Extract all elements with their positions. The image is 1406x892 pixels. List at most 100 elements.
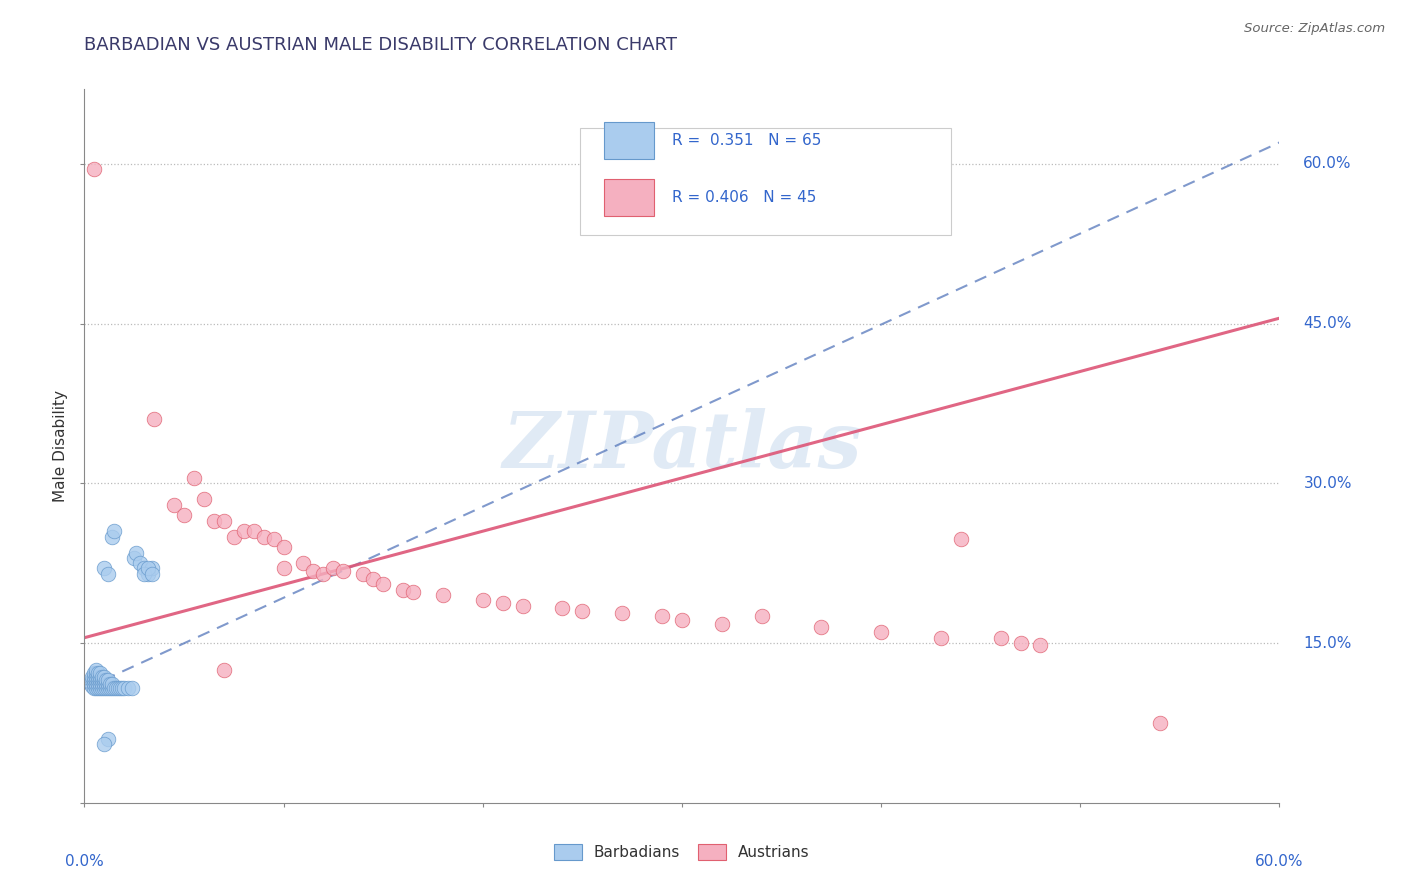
Point [129,556,152,570]
Point [89,665,111,680]
Text: R =  0.351   N = 65: R = 0.351 N = 65 [672,133,821,148]
Point [232,524,254,539]
Point [97,731,120,746]
Point [141,561,163,575]
Text: ZIPatlas: ZIPatlas [502,408,862,484]
Text: R = 0.406   N = 45: R = 0.406 N = 45 [672,190,817,205]
Point [86,676,108,690]
Text: BARBADIAN VS AUSTRIAN MALE DISABILITY CORRELATION CHART: BARBADIAN VS AUSTRIAN MALE DISABILITY CO… [84,36,678,54]
Point [86,673,108,688]
Point [86,670,108,684]
Point [87,676,110,690]
Text: 60.0%: 60.0% [1303,156,1351,171]
Point [89,673,111,688]
Point [122,550,145,565]
Point [1029,638,1052,652]
Point [870,625,893,640]
Point [253,529,276,543]
Point [112,681,135,695]
Point [82,670,104,684]
Point [105,681,128,695]
Point [163,498,186,512]
Text: Source: ZipAtlas.com: Source: ZipAtlas.com [1244,22,1385,36]
Point [492,596,515,610]
Point [141,566,163,581]
Point [929,631,952,645]
Point [132,566,156,581]
Point [183,471,205,485]
Point [273,561,295,575]
Point [551,600,574,615]
Text: 0.0%: 0.0% [65,854,104,869]
FancyBboxPatch shape [605,122,654,159]
Point [990,631,1012,645]
Point [89,681,111,695]
Point [212,663,235,677]
Point [93,561,115,575]
Point [93,673,115,688]
Text: 15.0%: 15.0% [1303,635,1351,650]
Point [1149,715,1171,730]
Point [222,529,245,543]
Point [87,670,110,684]
Point [86,665,108,680]
Point [292,556,315,570]
Point [125,545,148,559]
Point [83,162,105,177]
Point [392,582,415,597]
Point [93,737,115,751]
Point [98,676,121,690]
Point [101,681,124,695]
Point [101,529,124,543]
Point [471,593,494,607]
Point [91,670,114,684]
Point [83,673,105,688]
FancyBboxPatch shape [581,128,950,235]
Point [173,508,195,523]
Text: 45.0%: 45.0% [1303,316,1351,331]
Point [97,676,120,690]
Point [103,681,125,695]
Text: 30.0%: 30.0% [1303,475,1351,491]
Point [82,673,104,688]
Point [91,681,114,695]
Point [312,566,335,581]
Point [132,561,156,575]
Point [101,676,124,690]
FancyBboxPatch shape [605,179,654,216]
Point [107,681,129,695]
Point [87,665,110,680]
Point [87,681,110,695]
Point [87,673,110,688]
Point [710,616,733,631]
Text: 60.0%: 60.0% [1256,854,1303,869]
Point [512,599,534,613]
Point [371,577,394,591]
Point [97,673,120,688]
Point [83,670,105,684]
Point [810,620,832,634]
Point [1010,636,1032,650]
Point [91,673,114,688]
Point [402,585,425,599]
Point [610,606,633,620]
Point [571,604,593,618]
Point [96,673,118,688]
Point [432,588,454,602]
Point [83,676,105,690]
Point [332,564,354,578]
Point [97,566,120,581]
Point [110,681,132,695]
Point [121,681,143,695]
Point [103,524,125,539]
Point [352,566,374,581]
Point [111,681,134,695]
Point [143,412,166,426]
Point [263,532,285,546]
Point [96,676,118,690]
Point [671,613,693,627]
Point [136,561,159,575]
Point [361,572,384,586]
Point [302,564,325,578]
Point [242,524,264,539]
